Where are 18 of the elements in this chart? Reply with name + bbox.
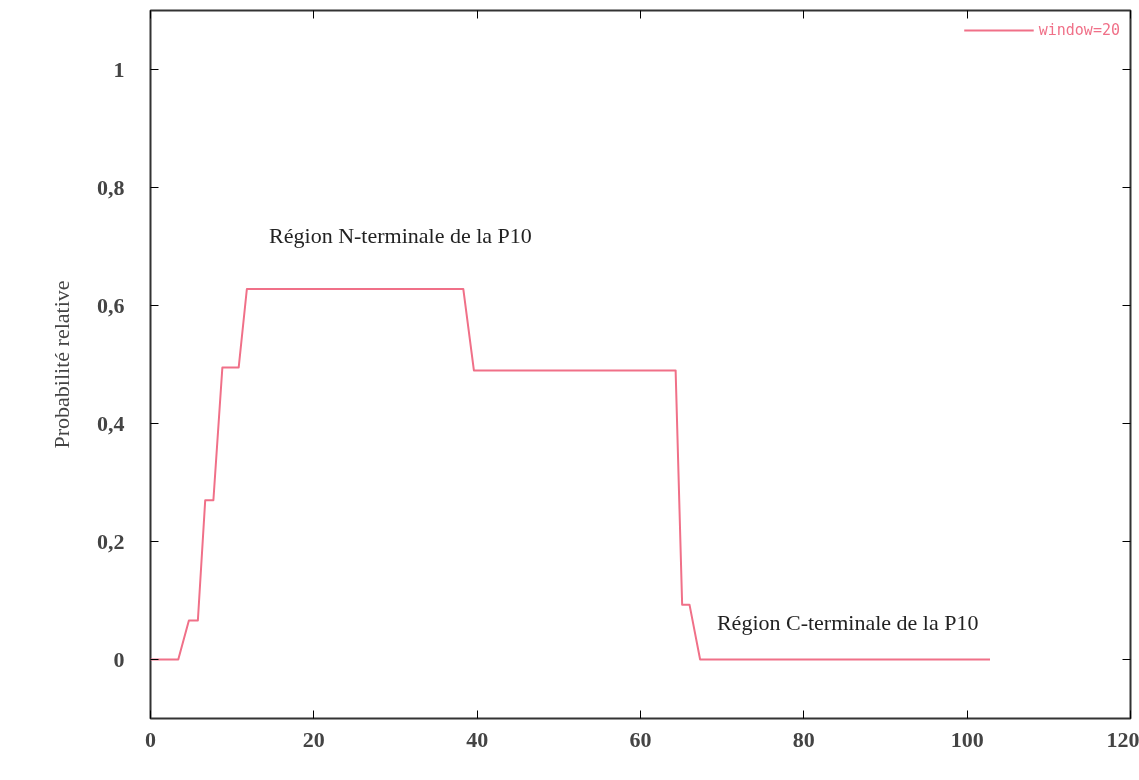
x-tick-label: 0	[145, 726, 156, 752]
x-tick-label: 40	[466, 726, 489, 752]
y-tick-label: 0,6	[97, 292, 125, 318]
line-series	[150, 287, 992, 661]
y-tick-label: 1	[113, 56, 125, 82]
y-tick-label: 0	[113, 646, 125, 672]
y-axis-title: Probabilité relative	[49, 280, 74, 449]
x-tick-label: 60	[629, 726, 652, 752]
y-tick-label: 0,2	[97, 528, 125, 554]
y-tick-label: 0,4	[97, 410, 125, 436]
y-tick-label: 0,8	[97, 174, 125, 200]
annotation: Région C-terminale de la P10	[716, 609, 979, 635]
x-tick-label: 80	[792, 726, 815, 752]
annotation: Région N-terminale de la P10	[269, 223, 532, 249]
legend-label: window=20	[1038, 21, 1120, 39]
x-tick-label: 100	[950, 726, 984, 752]
x-tick-label: 120	[1106, 726, 1139, 752]
x-tick-label: 20	[302, 726, 325, 752]
